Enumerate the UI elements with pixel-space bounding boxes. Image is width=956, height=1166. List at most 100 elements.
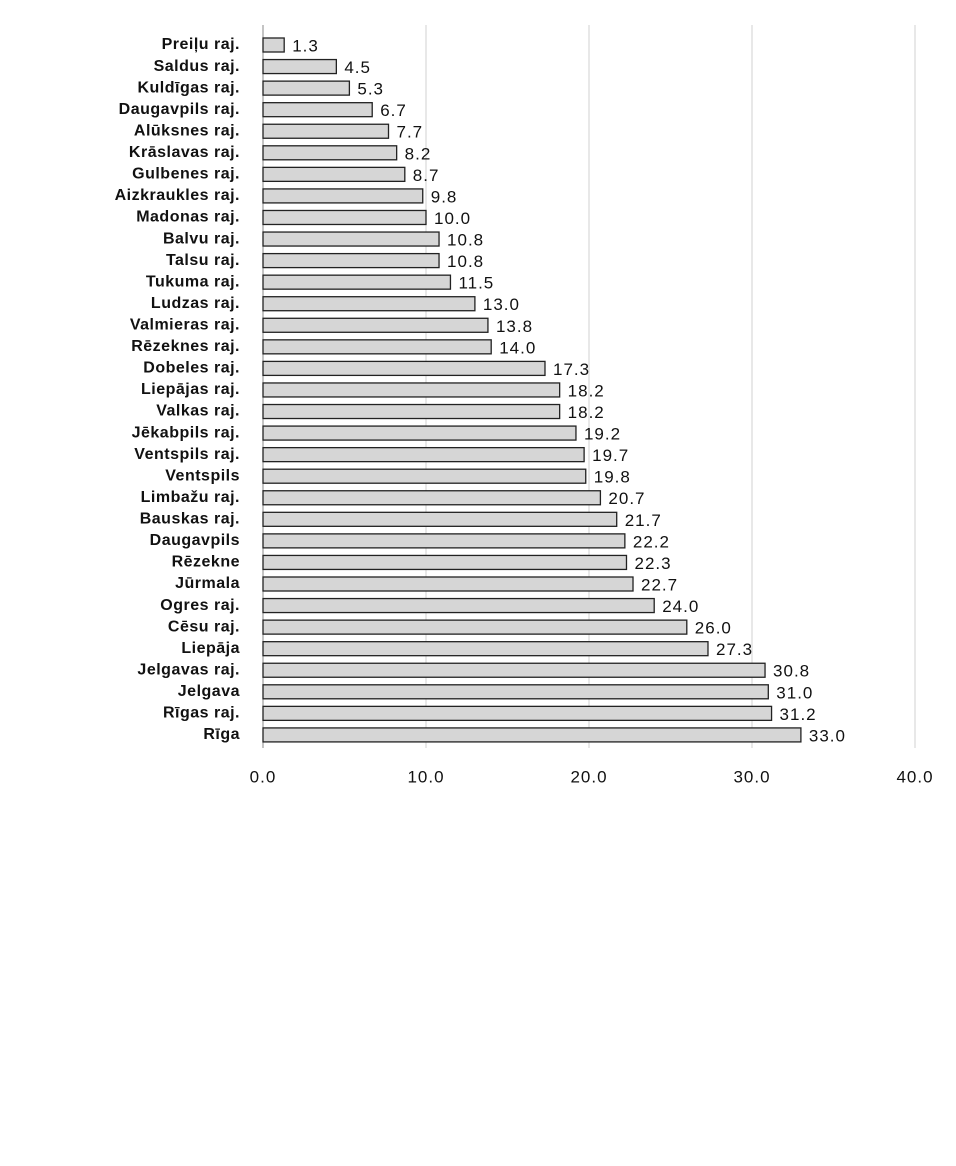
bar <box>262 317 489 333</box>
y-tick-label: Kuldīgas raj. <box>137 79 240 96</box>
bar <box>262 102 373 118</box>
value-label: 30.8 <box>773 662 810 681</box>
value-label: 33.0 <box>809 726 846 745</box>
y-tick-label: Cēsu raj. <box>168 618 240 635</box>
y-tick-label: Ventspils raj. <box>134 446 240 463</box>
y-tick-label: Jelgavas raj. <box>137 661 240 678</box>
value-label: 21.7 <box>625 511 662 530</box>
bar <box>262 641 709 657</box>
value-label: 31.0 <box>776 683 813 702</box>
bar <box>262 403 561 420</box>
y-tick-label: Daugavpils raj. <box>119 101 240 118</box>
y-tick-label: Jūrmala <box>175 575 240 592</box>
bar <box>262 209 427 226</box>
value-label: 24.0 <box>662 597 699 616</box>
x-tick-label: 10.0 <box>407 767 444 786</box>
value-label: 22.7 <box>641 575 678 594</box>
value-label: 18.2 <box>568 381 605 400</box>
value-label: 10.8 <box>447 252 484 271</box>
value-label: 9.8 <box>431 187 458 206</box>
value-label: 27.3 <box>716 640 753 659</box>
value-label: 11.5 <box>458 274 494 293</box>
x-tick-label: 30.0 <box>733 767 770 786</box>
y-tick-label: Daugavpils <box>150 532 240 549</box>
y-tick-label: Bauskas raj. <box>140 511 240 528</box>
y-tick-label: Liepāja <box>181 640 240 657</box>
value-label: 17.3 <box>553 360 590 379</box>
value-label: 13.8 <box>496 317 533 336</box>
bar <box>262 705 773 722</box>
y-tick-label: Madonas raj. <box>136 209 240 226</box>
value-label: 7.7 <box>397 123 424 142</box>
value-label: 22.2 <box>633 532 670 551</box>
value-label: 6.7 <box>380 101 407 120</box>
value-label: 19.8 <box>594 468 631 487</box>
bar <box>262 533 626 549</box>
bar <box>262 274 452 290</box>
y-tick-label: Ludzas raj. <box>151 295 240 312</box>
y-tick-label: Limbažu raj. <box>141 489 240 506</box>
bar <box>262 597 655 614</box>
value-label: 18.2 <box>568 403 605 422</box>
bar <box>262 425 577 441</box>
bar <box>262 166 406 183</box>
y-tick-label: Rēzekne <box>172 554 240 571</box>
bar <box>262 80 351 96</box>
y-tick-label: Krāslavas raj. <box>129 144 240 161</box>
bar <box>262 382 561 398</box>
y-tick-label: Rīgas raj. <box>163 705 240 722</box>
y-tick-label: Rēzeknes raj. <box>131 338 240 355</box>
bar <box>262 446 585 463</box>
bar <box>262 490 602 506</box>
y-tick-label: Aizkraukles raj. <box>115 187 240 204</box>
value-label: 1.3 <box>292 36 319 55</box>
y-tick-label: Preiļu raj. <box>162 36 240 53</box>
bar <box>262 468 587 484</box>
bar <box>262 576 634 592</box>
x-tick-label: 20.0 <box>570 767 607 786</box>
y-tick-label: Gulbenes raj. <box>132 166 240 183</box>
y-tick-label: Ventspils <box>165 467 240 484</box>
value-label: 14.0 <box>499 338 536 357</box>
value-label: 5.3 <box>357 80 384 99</box>
value-label: 10.8 <box>447 231 484 250</box>
bar <box>262 360 546 377</box>
bar <box>262 231 440 247</box>
bar <box>262 619 688 635</box>
value-label: 26.0 <box>695 619 732 638</box>
value-label: 4.5 <box>344 58 371 77</box>
bar <box>262 123 390 139</box>
bar <box>262 554 628 571</box>
y-tick-label: Ogres raj. <box>160 597 240 614</box>
y-tick-label: Valkas raj. <box>156 403 240 420</box>
value-label: 22.3 <box>634 554 671 573</box>
bar <box>262 727 802 743</box>
bar <box>262 296 476 312</box>
value-label: 13.0 <box>483 295 520 314</box>
bar <box>262 252 440 269</box>
bar <box>262 145 398 161</box>
value-label: 19.7 <box>592 446 629 465</box>
x-tick-label: 0.0 <box>250 767 277 786</box>
y-tick-label: Valmieras raj. <box>130 316 240 333</box>
bar <box>262 511 618 527</box>
value-label: 20.7 <box>608 489 645 508</box>
bar <box>262 684 769 700</box>
bar <box>262 339 492 355</box>
value-label: 10.0 <box>434 209 471 228</box>
y-tick-label: Saldus raj. <box>154 58 240 75</box>
y-tick-label: Liepājas raj. <box>141 381 240 398</box>
y-tick-label: Talsu raj. <box>166 252 240 269</box>
y-tick-label: Balvu raj. <box>163 230 240 247</box>
bar <box>262 58 337 75</box>
y-tick-label: Dobeles raj. <box>143 360 240 377</box>
value-label: 31.2 <box>780 705 817 724</box>
y-tick-label: Jēkabpils raj. <box>132 424 240 441</box>
value-label: 19.2 <box>584 425 621 444</box>
value-label: 8.7 <box>413 166 440 185</box>
y-tick-label: Rīga <box>203 726 240 743</box>
value-label: 8.2 <box>405 144 432 163</box>
y-tick-label: Jelgava <box>178 683 240 700</box>
bar <box>262 188 424 204</box>
